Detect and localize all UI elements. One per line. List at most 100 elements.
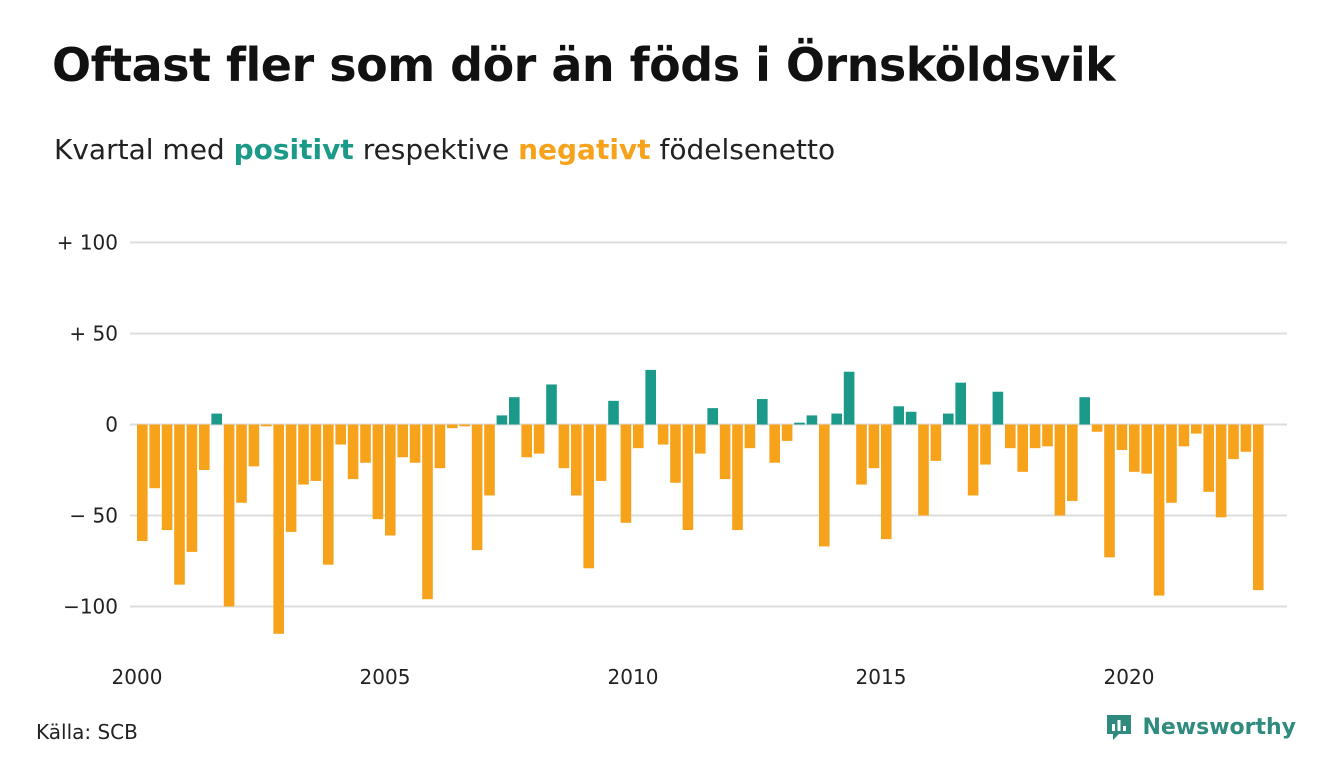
y-tick-label: + 100: [57, 231, 118, 255]
bar: [496, 415, 508, 425]
bar: [905, 411, 917, 425]
bar: [1228, 424, 1239, 460]
bar: [248, 424, 260, 467]
bar: [930, 424, 942, 461]
bar: [261, 424, 272, 427]
bar: [1129, 424, 1140, 472]
bar: [484, 424, 495, 496]
bar: [645, 369, 656, 425]
bar: [199, 424, 210, 470]
bar: [285, 424, 297, 532]
bar: [1029, 424, 1041, 449]
bar: [385, 424, 396, 536]
subtitle-middle: respektive: [362, 133, 510, 166]
chart-subtitle: Kvartal med positivt respektive negativt…: [54, 133, 835, 166]
x-tick-label: 2010: [608, 665, 659, 689]
bar: [546, 384, 557, 425]
bar: [843, 371, 855, 425]
bar: [1005, 424, 1016, 449]
bar: [757, 399, 768, 425]
subtitle-positive-word: positivt: [233, 133, 354, 166]
bar: [670, 424, 681, 483]
bar: [633, 424, 644, 449]
bar: [620, 424, 632, 523]
bar: [1042, 424, 1053, 447]
bar: [1240, 424, 1252, 452]
bar: [992, 391, 1004, 425]
chart-title: Oftast fler som dör än föds i Örnsköldsv…: [52, 38, 1116, 92]
bar: [781, 424, 793, 441]
bar: [819, 424, 830, 547]
bar: [1153, 424, 1165, 596]
bar: [1178, 424, 1190, 447]
bar: [980, 424, 991, 465]
bar: [1166, 424, 1177, 503]
bar: [236, 424, 247, 503]
bar: [409, 424, 421, 463]
bar: [298, 424, 309, 485]
bar: [1017, 424, 1028, 472]
bar: [434, 424, 446, 469]
y-tick-label: + 50: [69, 322, 118, 346]
bar: [955, 382, 966, 425]
bar: [744, 424, 756, 449]
bar: [967, 424, 979, 496]
bar: [161, 424, 173, 531]
bar: [372, 424, 384, 520]
bar: [360, 424, 371, 463]
bar: [1104, 424, 1115, 558]
bar: [1253, 424, 1264, 591]
y-tick-label: 0: [105, 413, 118, 437]
y-axis-labels: + 100 + 50 0 − 50 −100: [57, 231, 118, 619]
y-tick-label: −100: [63, 595, 118, 619]
bar: [682, 424, 694, 531]
bar: [509, 397, 520, 425]
bar: [335, 424, 346, 445]
x-tick-label: 2015: [856, 665, 907, 689]
bar: [794, 422, 805, 425]
bar: [186, 424, 198, 552]
bar: [137, 424, 148, 541]
bar: [397, 424, 408, 458]
x-axis-labels: 2000 2005 2010 2015 2020: [112, 665, 1155, 689]
brand-name: Newsworthy: [1142, 714, 1296, 740]
bar: [310, 424, 322, 481]
bars: [137, 369, 1264, 634]
bar: [471, 424, 483, 551]
bar: [347, 424, 359, 480]
bar: [459, 424, 470, 427]
bar: [868, 424, 880, 469]
bar: [1215, 424, 1227, 518]
bar: [881, 424, 892, 540]
bar: [583, 424, 594, 569]
bar: [1054, 424, 1066, 516]
bar: [1141, 424, 1152, 474]
bar: [1191, 424, 1202, 434]
bar: [1091, 424, 1103, 432]
bar: [608, 400, 619, 425]
newsworthy-logo[interactable]: Newsworthy: [1104, 712, 1296, 742]
bar: [1116, 424, 1128, 450]
bar: [447, 424, 458, 429]
bar: [831, 413, 842, 425]
x-tick-label: 2000: [112, 665, 163, 689]
bar: [657, 424, 669, 445]
bar: [211, 413, 222, 425]
bar: [533, 424, 545, 454]
bar: [732, 424, 743, 531]
bar: [1203, 424, 1214, 492]
source-note: Källa: SCB: [36, 720, 138, 744]
x-tick-label: 2005: [360, 665, 411, 689]
bar: [856, 424, 867, 485]
newsworthy-icon: [1107, 715, 1132, 740]
bar: [558, 424, 570, 469]
bar: [918, 424, 929, 516]
bar: [273, 424, 284, 634]
bar: [323, 424, 334, 565]
bar: [1079, 397, 1090, 425]
subtitle-negative-word: negativt: [518, 133, 651, 166]
bar: [719, 424, 731, 480]
bar: [571, 424, 582, 496]
bar: [806, 415, 818, 425]
bar: [595, 424, 607, 481]
